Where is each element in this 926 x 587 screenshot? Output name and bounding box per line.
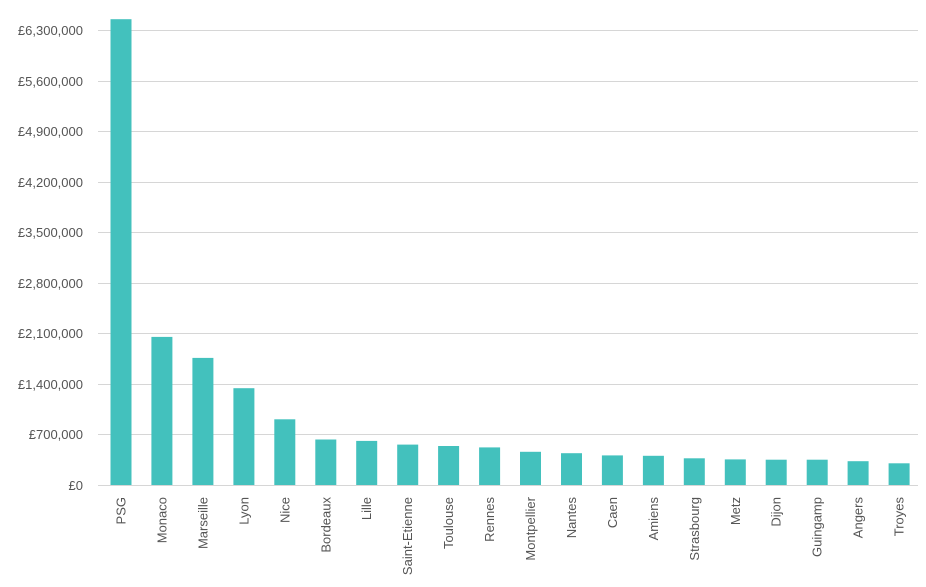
x-category-label: Guingamp (810, 497, 825, 557)
x-category-label: Metz (728, 497, 743, 525)
y-tick-label: £4,200,000 (18, 175, 83, 190)
x-category-label: Angers (851, 497, 866, 539)
x-category-label: Saint-Etienne (400, 497, 415, 575)
bar-angers (847, 461, 869, 485)
x-category-label: Troyes (892, 497, 907, 537)
x-category-label: Montpellier (523, 496, 538, 560)
bar-marseille (192, 357, 214, 485)
bar-caen (601, 455, 623, 485)
bar-monaco (151, 336, 173, 485)
bar-nice (274, 419, 296, 485)
x-category-label: Caen (605, 497, 620, 528)
x-category-label: Nantes (564, 497, 579, 539)
bar-toulouse (438, 446, 460, 485)
x-category-label: Rennes (482, 497, 497, 542)
x-category-label: Toulouse (441, 497, 456, 549)
x-category-label: Bordeaux (318, 497, 333, 553)
bars (110, 19, 910, 486)
y-tick-label: £700,000 (29, 427, 83, 442)
y-tick-label: £1,400,000 (18, 377, 83, 392)
x-category-label: Lille (359, 497, 374, 520)
bar-metz (724, 459, 746, 485)
bar-nantes (561, 453, 582, 485)
bar-troyes (888, 463, 910, 485)
y-tick-label: £2,100,000 (18, 326, 83, 341)
x-category-label: Amiens (646, 497, 661, 541)
y-tick-label: £3,500,000 (18, 225, 83, 240)
y-tick-label: £6,300,000 (18, 23, 83, 38)
bar-lille (356, 440, 378, 485)
y-tick-label: £5,600,000 (18, 74, 83, 89)
bar-psg (110, 19, 132, 485)
bar-bordeaux (315, 439, 337, 485)
x-category-label: Lyon (236, 497, 251, 525)
y-tick-label: £0 (69, 478, 83, 493)
x-category-label: Marseille (195, 497, 210, 549)
y-tick-label: £4,900,000 (18, 124, 83, 139)
x-axis-category-labels: PSG Monaco Marseille Lyon Nice Bordeaux Lille S… (114, 496, 907, 575)
bar-dijon (765, 459, 787, 485)
bar-amiens (642, 455, 664, 486)
bar-guingamp (806, 459, 828, 485)
x-category-label: Monaco (154, 497, 169, 543)
gridlines (98, 30, 918, 486)
bar-montpellier (520, 451, 541, 485)
bar-rennes (479, 447, 501, 485)
y-tick-label: £2,800,000 (18, 276, 83, 291)
x-category-label: Nice (277, 497, 292, 523)
x-category-label: Strasbourg (687, 497, 702, 561)
bar-lyon (233, 388, 255, 485)
x-category-label: PSG (114, 497, 129, 524)
y-axis-tick-labels: £0 £700,000 £1,400,000 £2,100,000 £2,800,000… (18, 23, 83, 493)
bar-strasbourg (683, 458, 705, 485)
bar-saint-etienne (397, 444, 419, 485)
x-category-label: Dijon (769, 497, 784, 527)
